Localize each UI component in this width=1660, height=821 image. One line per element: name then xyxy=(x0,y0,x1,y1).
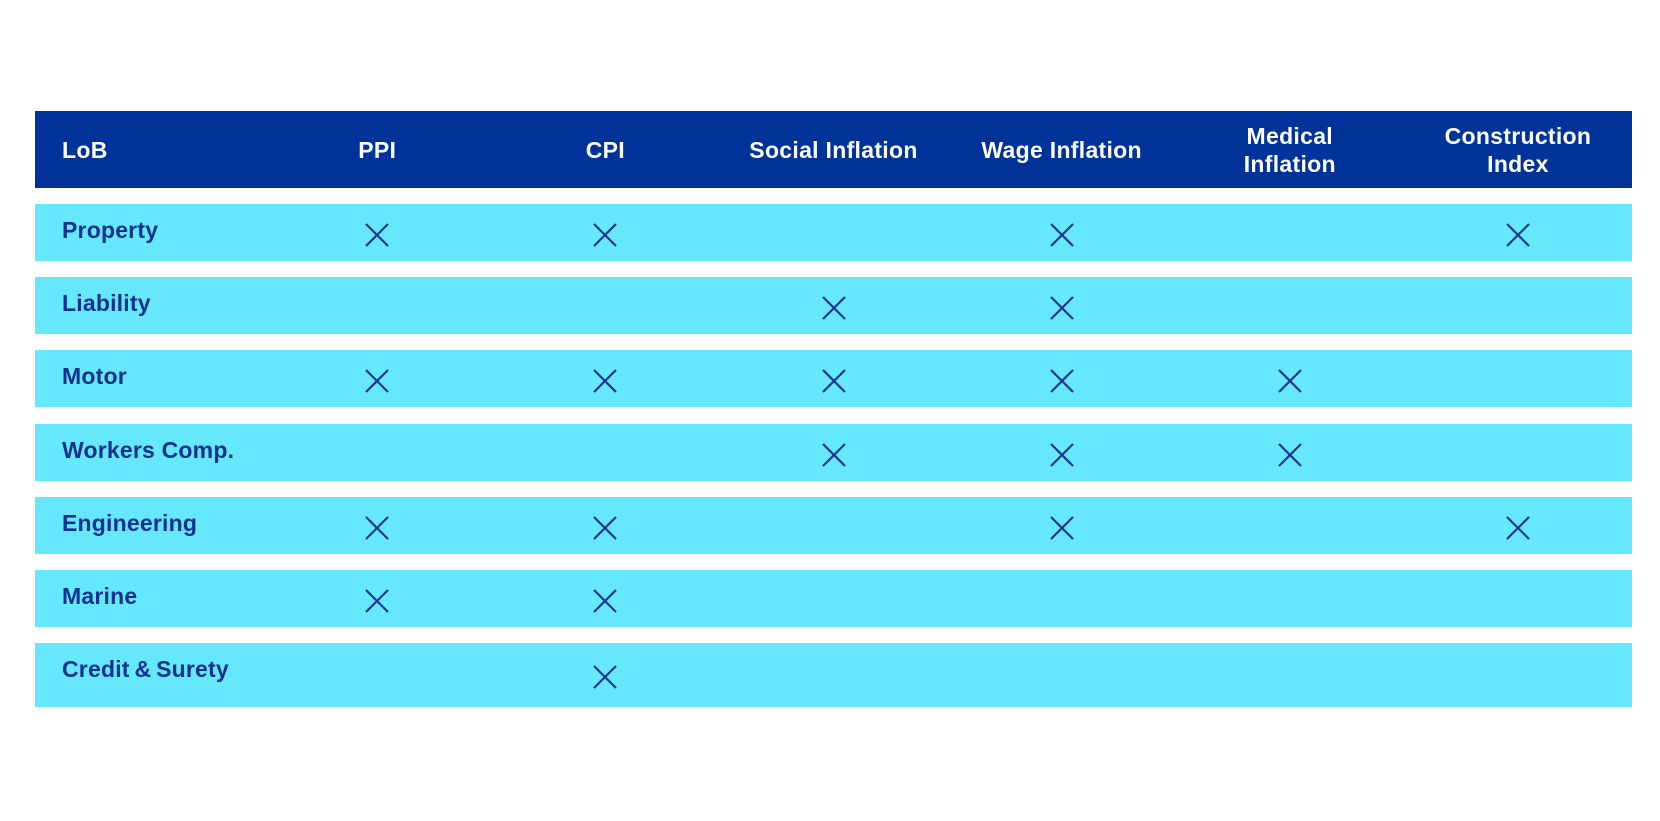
x-stroke xyxy=(593,515,618,540)
x-stroke xyxy=(365,222,389,247)
row-label: Marine xyxy=(62,583,138,609)
check-x xyxy=(1049,368,1074,393)
x-stroke xyxy=(365,588,389,613)
row-label: Motor xyxy=(62,363,127,389)
x-stroke xyxy=(1278,442,1302,467)
row-label: Workers Comp. xyxy=(62,437,235,463)
check-x xyxy=(365,368,389,393)
table-row: Engineering xyxy=(35,497,1632,554)
check-x xyxy=(365,222,389,247)
x-stroke xyxy=(821,368,846,393)
header-cell: LoB xyxy=(62,136,108,163)
check-x xyxy=(1506,515,1530,540)
table-row: Liability xyxy=(35,277,1632,334)
check-x xyxy=(593,588,618,613)
x-stroke xyxy=(1049,515,1074,540)
header-cell: Medical Inflation xyxy=(1243,122,1336,177)
check-x xyxy=(1506,222,1530,247)
check-x xyxy=(593,222,618,247)
check-x xyxy=(365,515,389,540)
check-x xyxy=(593,515,618,540)
row-label: Liability xyxy=(62,290,151,316)
table-row: Credit & Surety xyxy=(35,643,1632,707)
check-x xyxy=(1049,295,1074,320)
table-row: Marine xyxy=(35,570,1632,627)
check-x xyxy=(365,588,389,613)
x-stroke xyxy=(1049,442,1074,467)
x-stroke xyxy=(821,442,846,467)
row-label: Credit & Surety xyxy=(62,656,229,682)
table-row: Property xyxy=(35,204,1632,261)
x-stroke xyxy=(1049,222,1074,247)
x-stroke xyxy=(1049,295,1074,320)
check-x xyxy=(593,665,618,689)
x-stroke xyxy=(1506,222,1530,247)
x-stroke xyxy=(1278,368,1302,393)
check-x xyxy=(1049,222,1074,247)
x-stroke xyxy=(365,515,389,540)
check-x xyxy=(1049,442,1074,467)
x-stroke xyxy=(593,222,618,247)
x-stroke xyxy=(1049,368,1074,393)
x-stroke xyxy=(593,368,618,393)
header-cell: CPI xyxy=(585,136,625,163)
header-cell: Social Inflation xyxy=(749,136,918,163)
x-stroke xyxy=(1506,515,1530,540)
table-row: Workers Comp. xyxy=(35,424,1632,481)
header-row: LoB PPI CPI Social Inflation Wage Inflation M… xyxy=(35,111,1632,188)
check-x xyxy=(821,368,846,393)
row-label: Engineering xyxy=(62,510,198,536)
check-x xyxy=(821,295,846,320)
header-cell: PPI xyxy=(358,136,397,163)
header-cell: Wage Inflation xyxy=(981,136,1142,163)
check-x xyxy=(1278,368,1302,393)
check-x xyxy=(1278,442,1302,467)
check-x xyxy=(821,442,846,467)
table-row: Motor xyxy=(35,350,1632,407)
header-cell: Construction Index xyxy=(1444,122,1592,177)
x-stroke xyxy=(593,588,618,613)
row-label: Property xyxy=(62,217,159,243)
x-stroke xyxy=(593,665,618,689)
x-stroke xyxy=(365,368,389,393)
check-x xyxy=(593,368,618,393)
x-stroke xyxy=(821,295,846,320)
check-x xyxy=(1049,515,1074,540)
